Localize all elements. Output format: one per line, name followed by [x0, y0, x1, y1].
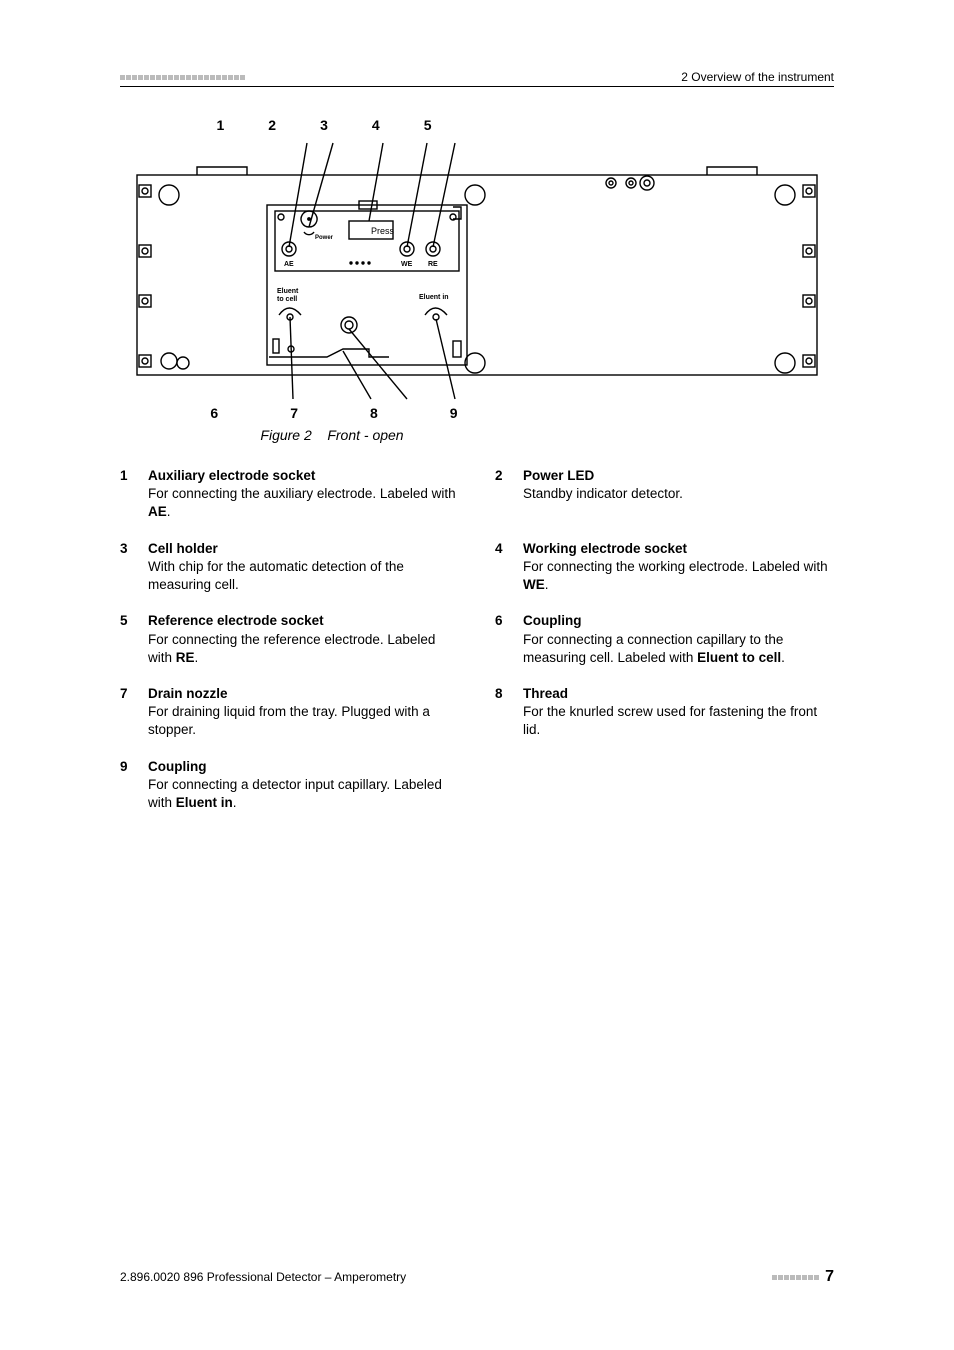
- legend-title: Thread: [523, 685, 834, 703]
- legend-text: Reference electrode socketFor connecting…: [148, 612, 459, 667]
- legend-number: 7: [120, 685, 134, 740]
- label-eluent-to-cell-2: to cell: [277, 296, 297, 303]
- legend-text: CouplingFor connecting a connection capi…: [523, 612, 834, 667]
- page-footer: 2.896.0020 896 Professional Detector – A…: [120, 1268, 834, 1286]
- legend-text: Cell holderWith chip for the automatic d…: [148, 540, 459, 595]
- callout-9: 9: [450, 405, 458, 421]
- figure-legend: 1Auxiliary electrode socketFor connectin…: [120, 467, 834, 812]
- legend-number: 4: [495, 540, 509, 595]
- legend-item: 2 Power LEDStandby indicator detector.: [495, 467, 834, 522]
- legend-title: Drain nozzle: [148, 685, 459, 703]
- legend-item: 9 CouplingFor connecting a detector input…: [120, 758, 459, 813]
- label-press: Press: [371, 226, 395, 236]
- callout-8: 8: [370, 405, 378, 421]
- legend-number: 8: [495, 685, 509, 740]
- legend-item: 1 Auxiliary electrode socketFor connectin…: [120, 467, 459, 522]
- figure-caption: Figure 2 Front - open: [260, 427, 403, 443]
- legend-item: 5 Reference electrode socketFor connectin…: [120, 612, 459, 667]
- legend-text: ThreadFor the knurled screw used for fas…: [523, 685, 834, 740]
- legend-title: Coupling: [148, 758, 459, 776]
- legend-title: Auxiliary electrode socket: [148, 467, 459, 485]
- legend-description: For connecting the reference electrode. …: [148, 631, 459, 667]
- callout-1: 1: [217, 117, 225, 133]
- footer-ornament: [772, 1275, 819, 1280]
- legend-description: For connecting a connection capillary to…: [523, 631, 834, 667]
- legend-description: For connecting the working electrode. La…: [523, 558, 834, 594]
- legend-title: Working electrode socket: [523, 540, 834, 558]
- legend-description: For connecting the auxiliary electrode. …: [148, 485, 459, 521]
- legend-text: Drain nozzleFor draining liquid from the…: [148, 685, 459, 740]
- legend-text: Power LEDStandby indicator detector.: [523, 467, 683, 522]
- legend-text: Working electrode socketFor connecting t…: [523, 540, 834, 595]
- label-eluent-to-cell-1: Eluent: [277, 288, 299, 295]
- legend-text: CouplingFor connecting a detector input …: [148, 758, 459, 813]
- legend-description: For the knurled screw used for fastening…: [523, 703, 834, 739]
- legend-number: 2: [495, 467, 509, 522]
- label-eluent-in: Eluent in: [419, 294, 449, 301]
- legend-number: 3: [120, 540, 134, 595]
- legend-number: 1: [120, 467, 134, 522]
- legend-title: Reference electrode socket: [148, 612, 459, 630]
- legend-number: 9: [120, 758, 134, 813]
- legend-item: 8 ThreadFor the knurled screw used for fa…: [495, 685, 834, 740]
- label-power: Power: [315, 235, 334, 241]
- legend-item: 7 Drain nozzleFor draining liquid from th…: [120, 685, 459, 740]
- callout-7: 7: [290, 405, 298, 421]
- legend-number: 5: [120, 612, 134, 667]
- legend-description: For draining liquid from the tray. Plugg…: [148, 703, 459, 739]
- legend-title: Power LED: [523, 467, 683, 485]
- legend-number: 6: [495, 612, 509, 667]
- label-re: RE: [428, 261, 438, 268]
- callout-6: 6: [210, 405, 218, 421]
- callout-3: 3: [320, 117, 328, 133]
- label-we: WE: [401, 261, 413, 268]
- label-ae: AE: [284, 261, 294, 268]
- header-ornament-left: [120, 75, 245, 80]
- legend-description: Standby indicator detector.: [523, 485, 683, 503]
- footer-doc-id: 2.896.0020 896 Professional Detector – A…: [120, 1270, 406, 1284]
- legend-description: With chip for the automatic detection of…: [148, 558, 459, 594]
- legend-item: 3 Cell holderWith chip for the automatic …: [120, 540, 459, 595]
- page-header: 2 Overview of the instrument: [120, 70, 834, 87]
- callout-row-top: 1 2 3 4 5: [217, 117, 432, 133]
- callout-row-bottom: 6 7 8 9: [210, 405, 457, 421]
- page-number: 7: [825, 1268, 834, 1286]
- header-section-title: 2 Overview of the instrument: [681, 70, 834, 84]
- instrument-diagram: Press Power AE WE RE Eluent to cell Elue…: [127, 135, 827, 405]
- figure-front-open: 1 2 3 4 5: [120, 117, 834, 467]
- legend-description: For connecting a detector input capillar…: [148, 776, 459, 812]
- legend-item: 4 Working electrode socketFor connecting …: [495, 540, 834, 595]
- legend-item: 6 CouplingFor connecting a connection cap…: [495, 612, 834, 667]
- legend-title: Cell holder: [148, 540, 459, 558]
- legend-text: Auxiliary electrode socketFor connecting…: [148, 467, 459, 522]
- callout-4: 4: [372, 117, 380, 133]
- callout-2: 2: [268, 117, 276, 133]
- callout-5: 5: [424, 117, 432, 133]
- legend-title: Coupling: [523, 612, 834, 630]
